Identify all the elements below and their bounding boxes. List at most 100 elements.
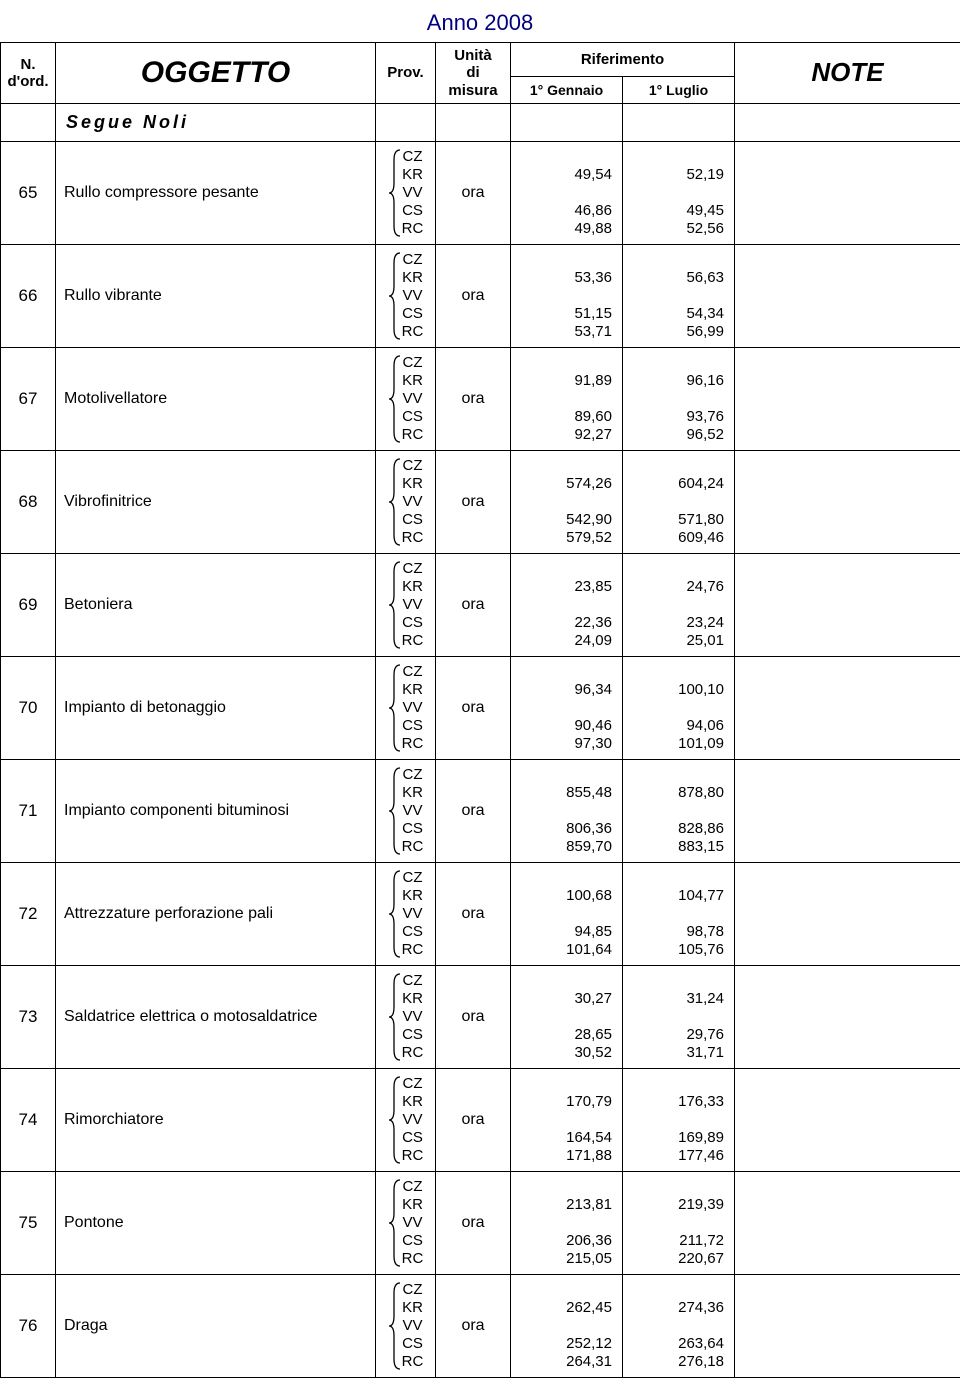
prov-code: RC bbox=[402, 529, 424, 547]
table-row: 72Attrezzature perforazione pali CZKRVVC… bbox=[1, 862, 960, 965]
cell-note bbox=[735, 759, 960, 862]
value-luglio: 24,76 bbox=[623, 578, 724, 596]
value-luglio bbox=[623, 1214, 724, 1232]
cell-gennaio: 53,3651,1553,71 bbox=[511, 244, 623, 347]
cell-note bbox=[735, 244, 960, 347]
value-gennaio: 89,60 bbox=[511, 408, 612, 426]
cell-luglio: 219,39211,72220,67 bbox=[623, 1171, 735, 1274]
prov-code: KR bbox=[402, 784, 424, 802]
cell-oggetto: Impianto componenti bituminosi bbox=[56, 759, 376, 862]
prov-code: CS bbox=[402, 202, 424, 220]
value-gennaio: 806,36 bbox=[511, 820, 612, 838]
prov-code: CS bbox=[402, 614, 424, 632]
prov-code: CZ bbox=[402, 354, 424, 372]
value-luglio bbox=[623, 493, 724, 511]
prov-code: VV bbox=[402, 905, 424, 923]
value-luglio: 52,19 bbox=[623, 166, 724, 184]
value-gennaio: 30,27 bbox=[511, 990, 612, 1008]
prov-code: RC bbox=[402, 838, 424, 856]
value-gennaio: 53,36 bbox=[511, 269, 612, 287]
prov-code: CS bbox=[402, 305, 424, 323]
header-note: NOTE bbox=[735, 43, 960, 104]
cell-note bbox=[735, 1171, 960, 1274]
cell-unita: ora bbox=[436, 1274, 511, 1377]
prov-code: CS bbox=[402, 1335, 424, 1353]
value-luglio: 276,18 bbox=[623, 1353, 724, 1371]
value-gennaio: 90,46 bbox=[511, 717, 612, 735]
table-row: 71Impianto componenti bituminosi CZKRVVC… bbox=[1, 759, 960, 862]
cell-oggetto: Vibrofinitrice bbox=[56, 450, 376, 553]
prov-code: KR bbox=[402, 1196, 424, 1214]
prov-code: VV bbox=[402, 287, 424, 305]
cell-luglio: 878,80828,86883,15 bbox=[623, 759, 735, 862]
value-gennaio: 30,52 bbox=[511, 1044, 612, 1062]
value-gennaio: 24,09 bbox=[511, 632, 612, 650]
value-gennaio: 855,48 bbox=[511, 784, 612, 802]
value-luglio: 52,56 bbox=[623, 220, 724, 238]
prov-code: RC bbox=[402, 1044, 424, 1062]
value-luglio bbox=[623, 1075, 724, 1093]
value-luglio: 96,52 bbox=[623, 426, 724, 444]
cell-oggetto: Rullo vibrante bbox=[56, 244, 376, 347]
cell-n: 65 bbox=[1, 141, 56, 244]
cell-luglio: 31,2429,7631,71 bbox=[623, 965, 735, 1068]
value-gennaio bbox=[511, 663, 612, 681]
prov-code: CZ bbox=[402, 457, 424, 475]
value-gennaio bbox=[511, 1281, 612, 1299]
header-gennaio-label: 1° Gennaio bbox=[530, 82, 603, 98]
prov-code: RC bbox=[402, 1147, 424, 1165]
value-gennaio: 171,88 bbox=[511, 1147, 612, 1165]
table-row: 65Rullo compressore pesante CZKRVVCSRCor… bbox=[1, 141, 960, 244]
value-luglio bbox=[623, 1178, 724, 1196]
value-gennaio bbox=[511, 1075, 612, 1093]
prov-code: CZ bbox=[402, 1178, 424, 1196]
cell-oggetto: Pontone bbox=[56, 1171, 376, 1274]
prov-code: KR bbox=[402, 372, 424, 390]
prov-code: RC bbox=[402, 632, 424, 650]
cell-gennaio: 574,26542,90579,52 bbox=[511, 450, 623, 553]
prov-code: VV bbox=[402, 802, 424, 820]
cell-n: 71 bbox=[1, 759, 56, 862]
prov-code: KR bbox=[402, 578, 424, 596]
header-gennaio: 1° Gennaio bbox=[511, 76, 623, 103]
prov-code: KR bbox=[402, 990, 424, 1008]
cell-luglio: 176,33169,89177,46 bbox=[623, 1068, 735, 1171]
cell-oggetto: Betoniera bbox=[56, 553, 376, 656]
header-prov-label: Prov. bbox=[387, 64, 423, 81]
value-luglio: 100,10 bbox=[623, 681, 724, 699]
value-gennaio: 859,70 bbox=[511, 838, 612, 856]
value-luglio bbox=[623, 1111, 724, 1129]
value-luglio: 31,71 bbox=[623, 1044, 724, 1062]
cell-n: 73 bbox=[1, 965, 56, 1068]
cell-gennaio: 30,2728,6530,52 bbox=[511, 965, 623, 1068]
cell-n: 67 bbox=[1, 347, 56, 450]
value-luglio: 169,89 bbox=[623, 1129, 724, 1147]
cell-note bbox=[735, 965, 960, 1068]
prov-code: VV bbox=[402, 699, 424, 717]
prov-code: VV bbox=[402, 184, 424, 202]
prov-code: VV bbox=[402, 596, 424, 614]
prov-code: CS bbox=[402, 923, 424, 941]
value-gennaio bbox=[511, 766, 612, 784]
cell-prov: CZKRVVCSRC bbox=[376, 1068, 436, 1171]
value-luglio bbox=[623, 802, 724, 820]
cell-prov: CZKRVVCSRC bbox=[376, 244, 436, 347]
header-oggetto-label: OGGETTO bbox=[141, 56, 290, 89]
value-luglio: 609,46 bbox=[623, 529, 724, 547]
table-row: 68Vibrofinitrice CZKRVVCSRCora574,26542,… bbox=[1, 450, 960, 553]
value-luglio: 101,09 bbox=[623, 735, 724, 753]
value-gennaio bbox=[511, 972, 612, 990]
value-gennaio: 264,31 bbox=[511, 1353, 612, 1371]
value-luglio: 211,72 bbox=[623, 1232, 724, 1250]
cell-prov: CZKRVVCSRC bbox=[376, 1171, 436, 1274]
cell-n: 69 bbox=[1, 553, 56, 656]
value-gennaio bbox=[511, 1111, 612, 1129]
prov-code: CZ bbox=[402, 251, 424, 269]
prov-code: KR bbox=[402, 1093, 424, 1111]
cell-prov: CZKRVVCSRC bbox=[376, 759, 436, 862]
cell-oggetto: Draga bbox=[56, 1274, 376, 1377]
value-luglio: 604,24 bbox=[623, 475, 724, 493]
value-luglio: 104,77 bbox=[623, 887, 724, 905]
value-luglio: 29,76 bbox=[623, 1026, 724, 1044]
prov-code: RC bbox=[402, 941, 424, 959]
